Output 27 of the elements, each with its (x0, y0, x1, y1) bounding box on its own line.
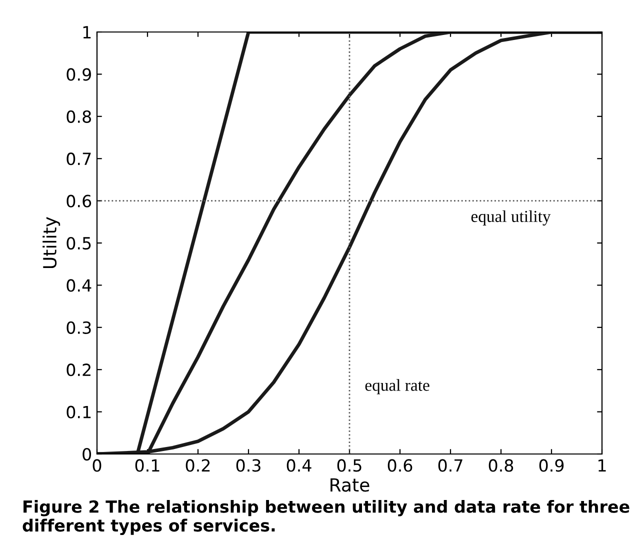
annotation: equal utility (471, 210, 551, 226)
x-tick-label: 1 (598, 459, 606, 472)
caption: Figure 2 The relationship between utility and data rate for three different types of services. (22, 500, 630, 536)
y-tick-label: 0 (82, 448, 92, 461)
x-tick-label: 0.9 (539, 459, 564, 472)
x-axis-title: Rate (330, 478, 370, 492)
x-tick-label: 0.1 (135, 459, 160, 472)
x-tick-label: 0.7 (438, 459, 462, 472)
y-tick-label: 1 (83, 26, 91, 38)
x-tick-label: 0.2 (186, 459, 210, 472)
y-tick-label: 0.2 (66, 364, 90, 376)
y-tick-label: 0.3 (66, 321, 91, 334)
x-tick-label: 0.8 (488, 459, 514, 472)
x-tick-label: 0.6 (388, 459, 412, 472)
x-tick-label: 0.5 (337, 459, 362, 472)
annotation: equal rate (365, 379, 430, 394)
y-tick-label: 0.4 (66, 279, 92, 292)
x-tick-label: 0 (92, 459, 102, 472)
y-tick-label: 0.9 (66, 68, 91, 81)
x-tick-label: 0.4 (286, 459, 312, 472)
y-tick-label: 0.8 (66, 110, 91, 123)
y-tick-label: 0.1 (66, 406, 91, 418)
y-tick-label: 0.5 (66, 236, 91, 250)
y-tick-label: 0.7 (66, 152, 91, 166)
y-tick-label: 0.6 (66, 194, 92, 208)
x-tick-label: 0.3 (236, 459, 260, 472)
y-axis-title: Utility (42, 216, 60, 268)
